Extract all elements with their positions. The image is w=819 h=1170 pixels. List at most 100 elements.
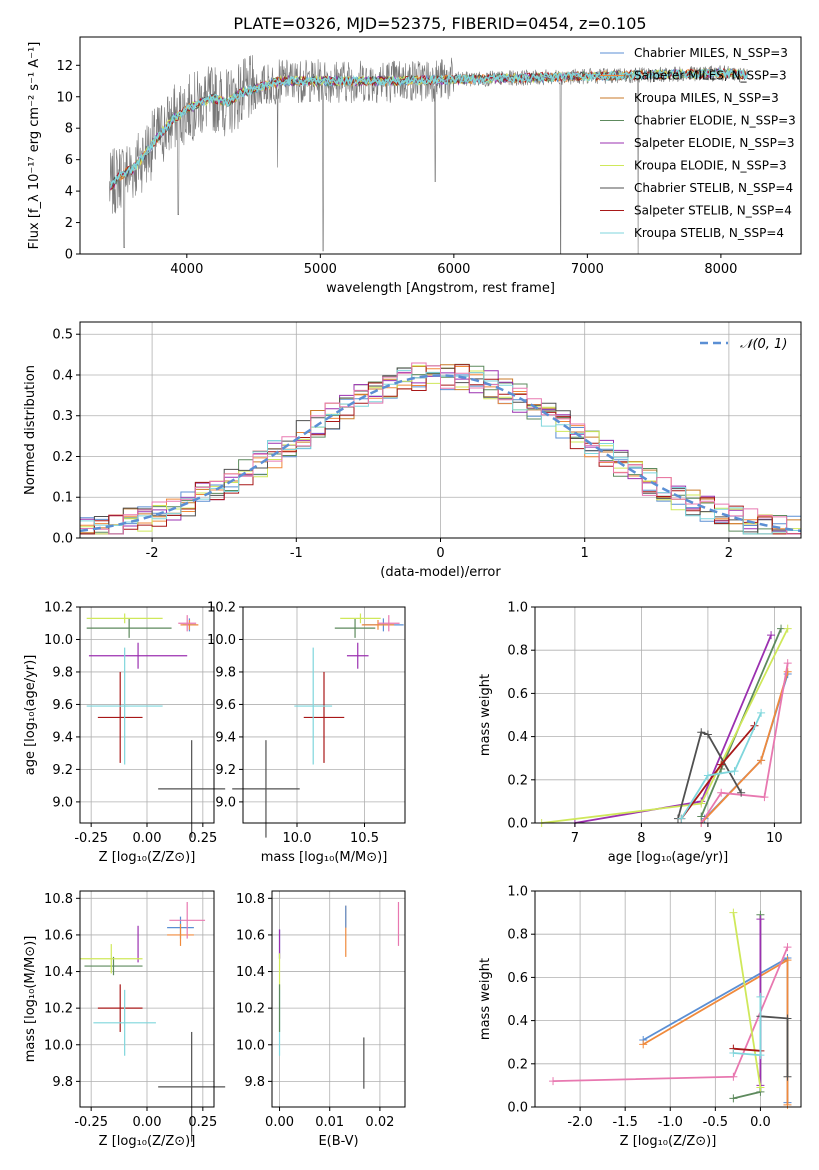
y-tick-label: 0.8 (507, 644, 528, 659)
y-tick-label: 9.2 (215, 763, 236, 778)
y-tick-label: 10 (56, 90, 73, 105)
x-tick-label: 0.00 (133, 831, 162, 846)
legend-label: Chabrier STELIB, N_SSP=4 (634, 181, 793, 195)
point-marker (697, 728, 706, 737)
panel-6: -0.25 0.00 0.25 9.8 10.0 10.2 10.4 10.6 10.8 Z [l… (23, 890, 226, 1149)
axes: -2 -1 0 1 2 0.0 0.1 0.2 0.3 0.4 0.5 (data-model)/er… (23, 321, 802, 580)
axes: 7 8 9 10 0.0 0.2 0.4 0.6 0.8 1.0 age [log₁₀(age/yr… (478, 601, 802, 865)
point-marker (783, 1100, 792, 1109)
point-marker (783, 943, 792, 952)
x-axis-label: Z [log₁₀(Z/Z⊙)] (99, 1134, 196, 1149)
y-tick-label: 10.2 (236, 1002, 265, 1017)
panels: 4000 5000 6000 7000 8000024681012wavelength … (23, 36, 802, 1149)
y-tick-label: 9.4 (52, 730, 73, 745)
y-tick-label: 10.4 (44, 965, 73, 980)
figure-title: PLATE=0326, MJD=52375, FIBERID=0454, z=0… (233, 14, 646, 33)
x-tick-label: -0.25 (74, 831, 108, 846)
plot-area (549, 908, 792, 1109)
axes: 4000 5000 6000 7000 8000 0 2 4 6 8 10 12 wavelength … (27, 36, 802, 296)
plot-area (109, 55, 749, 255)
x-tick-label: 9 (704, 831, 712, 846)
y-tick-label: 9.8 (52, 665, 73, 680)
y-tick-label: 0.2 (507, 773, 528, 788)
x-tick-label: 0.00 (265, 1115, 294, 1130)
x-tick-label: 8000 (704, 262, 737, 277)
y-tick-label: 0.6 (507, 687, 528, 702)
panel-3: -0.25 0.00 0.25 9.0 9.2 9.4 9.6 9.8 10.0 10.2 Z [l… (23, 601, 226, 865)
x-tick-label: -1 (290, 546, 303, 561)
y-tick-label: 10.2 (44, 601, 73, 616)
point-marker (783, 659, 792, 668)
legend: Chabrier MILES, N_SSP=3 Salpeter MILES, N… (600, 46, 796, 240)
legend-label: Salpeter MILES, N_SSP=3 (634, 69, 787, 83)
mass-weight-line (680, 712, 762, 820)
y-tick-label: 0.2 (507, 1057, 528, 1072)
legend-label: 𝒩(0, 1) (740, 337, 787, 352)
x-tick-label: -2 (146, 546, 159, 561)
y-tick-label: 9.0 (215, 795, 236, 810)
x-tick-label: -2.0 (567, 1115, 592, 1130)
y-tick-label: 9.8 (215, 665, 236, 680)
mass-weight-line (732, 912, 762, 1088)
axes-frame (242, 606, 406, 824)
y-tick-label: 10.2 (44, 1002, 73, 1017)
point-marker (767, 631, 776, 640)
axes-frame (534, 890, 802, 1108)
x-axis-label: wavelength [Angstrom, rest frame] (326, 281, 555, 296)
point-marker (730, 767, 739, 776)
panel-1: 4000 5000 6000 7000 8000 0 2 4 6 8 10 12 wavelength … (27, 36, 802, 296)
x-tick-label: 0.00 (133, 1115, 162, 1130)
point-marker (783, 1014, 792, 1023)
y-axis-label: mass weight (478, 674, 493, 756)
point-marker (756, 1051, 765, 1060)
point-marker (757, 708, 766, 717)
y-tick-label: 10.4 (236, 965, 265, 980)
x-axis-label: age [log₁₀(age/yr)] (608, 850, 729, 865)
mass-weight-line (700, 663, 789, 824)
x-axis-label: Z [log₁₀(Z/Z⊙)] (620, 1134, 717, 1149)
mass-weight-line (677, 731, 742, 819)
y-tick-label: 10.6 (236, 928, 265, 943)
y-tick-label: 0.4 (507, 1014, 528, 1029)
legend-label: Chabrier ELODIE, N_SSP=3 (634, 114, 796, 128)
axes-frame (534, 606, 802, 824)
y-tick-label: 0 (65, 248, 73, 263)
point-marker (677, 814, 686, 823)
x-tick-label: 6000 (437, 262, 470, 277)
y-tick-label: 10.0 (236, 1038, 265, 1053)
y-axis-label: Flux [f_λ 10⁻¹⁷ erg cm⁻² s⁻¹ A⁻¹] (27, 42, 42, 250)
y-tick-label: 9.6 (215, 698, 236, 713)
x-axis-label: mass [log₁₀(M/M⊙)] (261, 850, 388, 865)
point-marker (729, 1072, 738, 1081)
y-tick-label: 10.0 (44, 1038, 73, 1053)
point-marker (783, 667, 792, 676)
y-tick-label: 9.4 (215, 730, 236, 745)
normal-curve (79, 374, 802, 533)
legend: 𝒩(0, 1) (700, 337, 787, 352)
y-tick-label: 10.2 (207, 601, 236, 616)
y-tick-label: 0.3 (52, 409, 73, 424)
y-axis-label: mass [log₁₀(M/M⊙)] (23, 936, 38, 1063)
residual-histogram (80, 362, 801, 535)
point-marker (757, 756, 766, 765)
x-tick-label: -0.25 (74, 1115, 108, 1130)
x-tick-label: -1.5 (612, 1115, 637, 1130)
point-marker (697, 812, 706, 821)
y-tick-label: 9.6 (52, 698, 73, 713)
point-marker (783, 956, 792, 965)
point-marker (729, 1094, 738, 1103)
x-axis-label: Z [log₁₀(Z/Z⊙)] (99, 850, 196, 865)
axes: -2.0 -1.5 -1.0 -0.5 0.0 0.0 0.2 0.4 0.6 0.8 1.0 Z [… (478, 885, 802, 1149)
axes: -0.25 0.00 0.25 9.8 10.0 10.2 10.4 10.6 10.8 Z [l… (23, 890, 217, 1149)
point-marker (756, 915, 765, 924)
point-marker (783, 624, 792, 633)
panel-8: -2.0 -1.5 -1.0 -0.5 0.0 0.0 0.2 0.4 0.6 0.8 1.0 Z [… (478, 885, 802, 1149)
axes-frame (79, 36, 802, 255)
y-tick-label: 2 (65, 216, 73, 231)
y-tick-label: 0.5 (52, 328, 73, 343)
y-tick-label: 10.0 (207, 633, 236, 648)
y-axis-label: mass weight (478, 958, 493, 1040)
y-tick-label: 1.0 (507, 601, 528, 616)
x-tick-label: 2 (725, 546, 733, 561)
